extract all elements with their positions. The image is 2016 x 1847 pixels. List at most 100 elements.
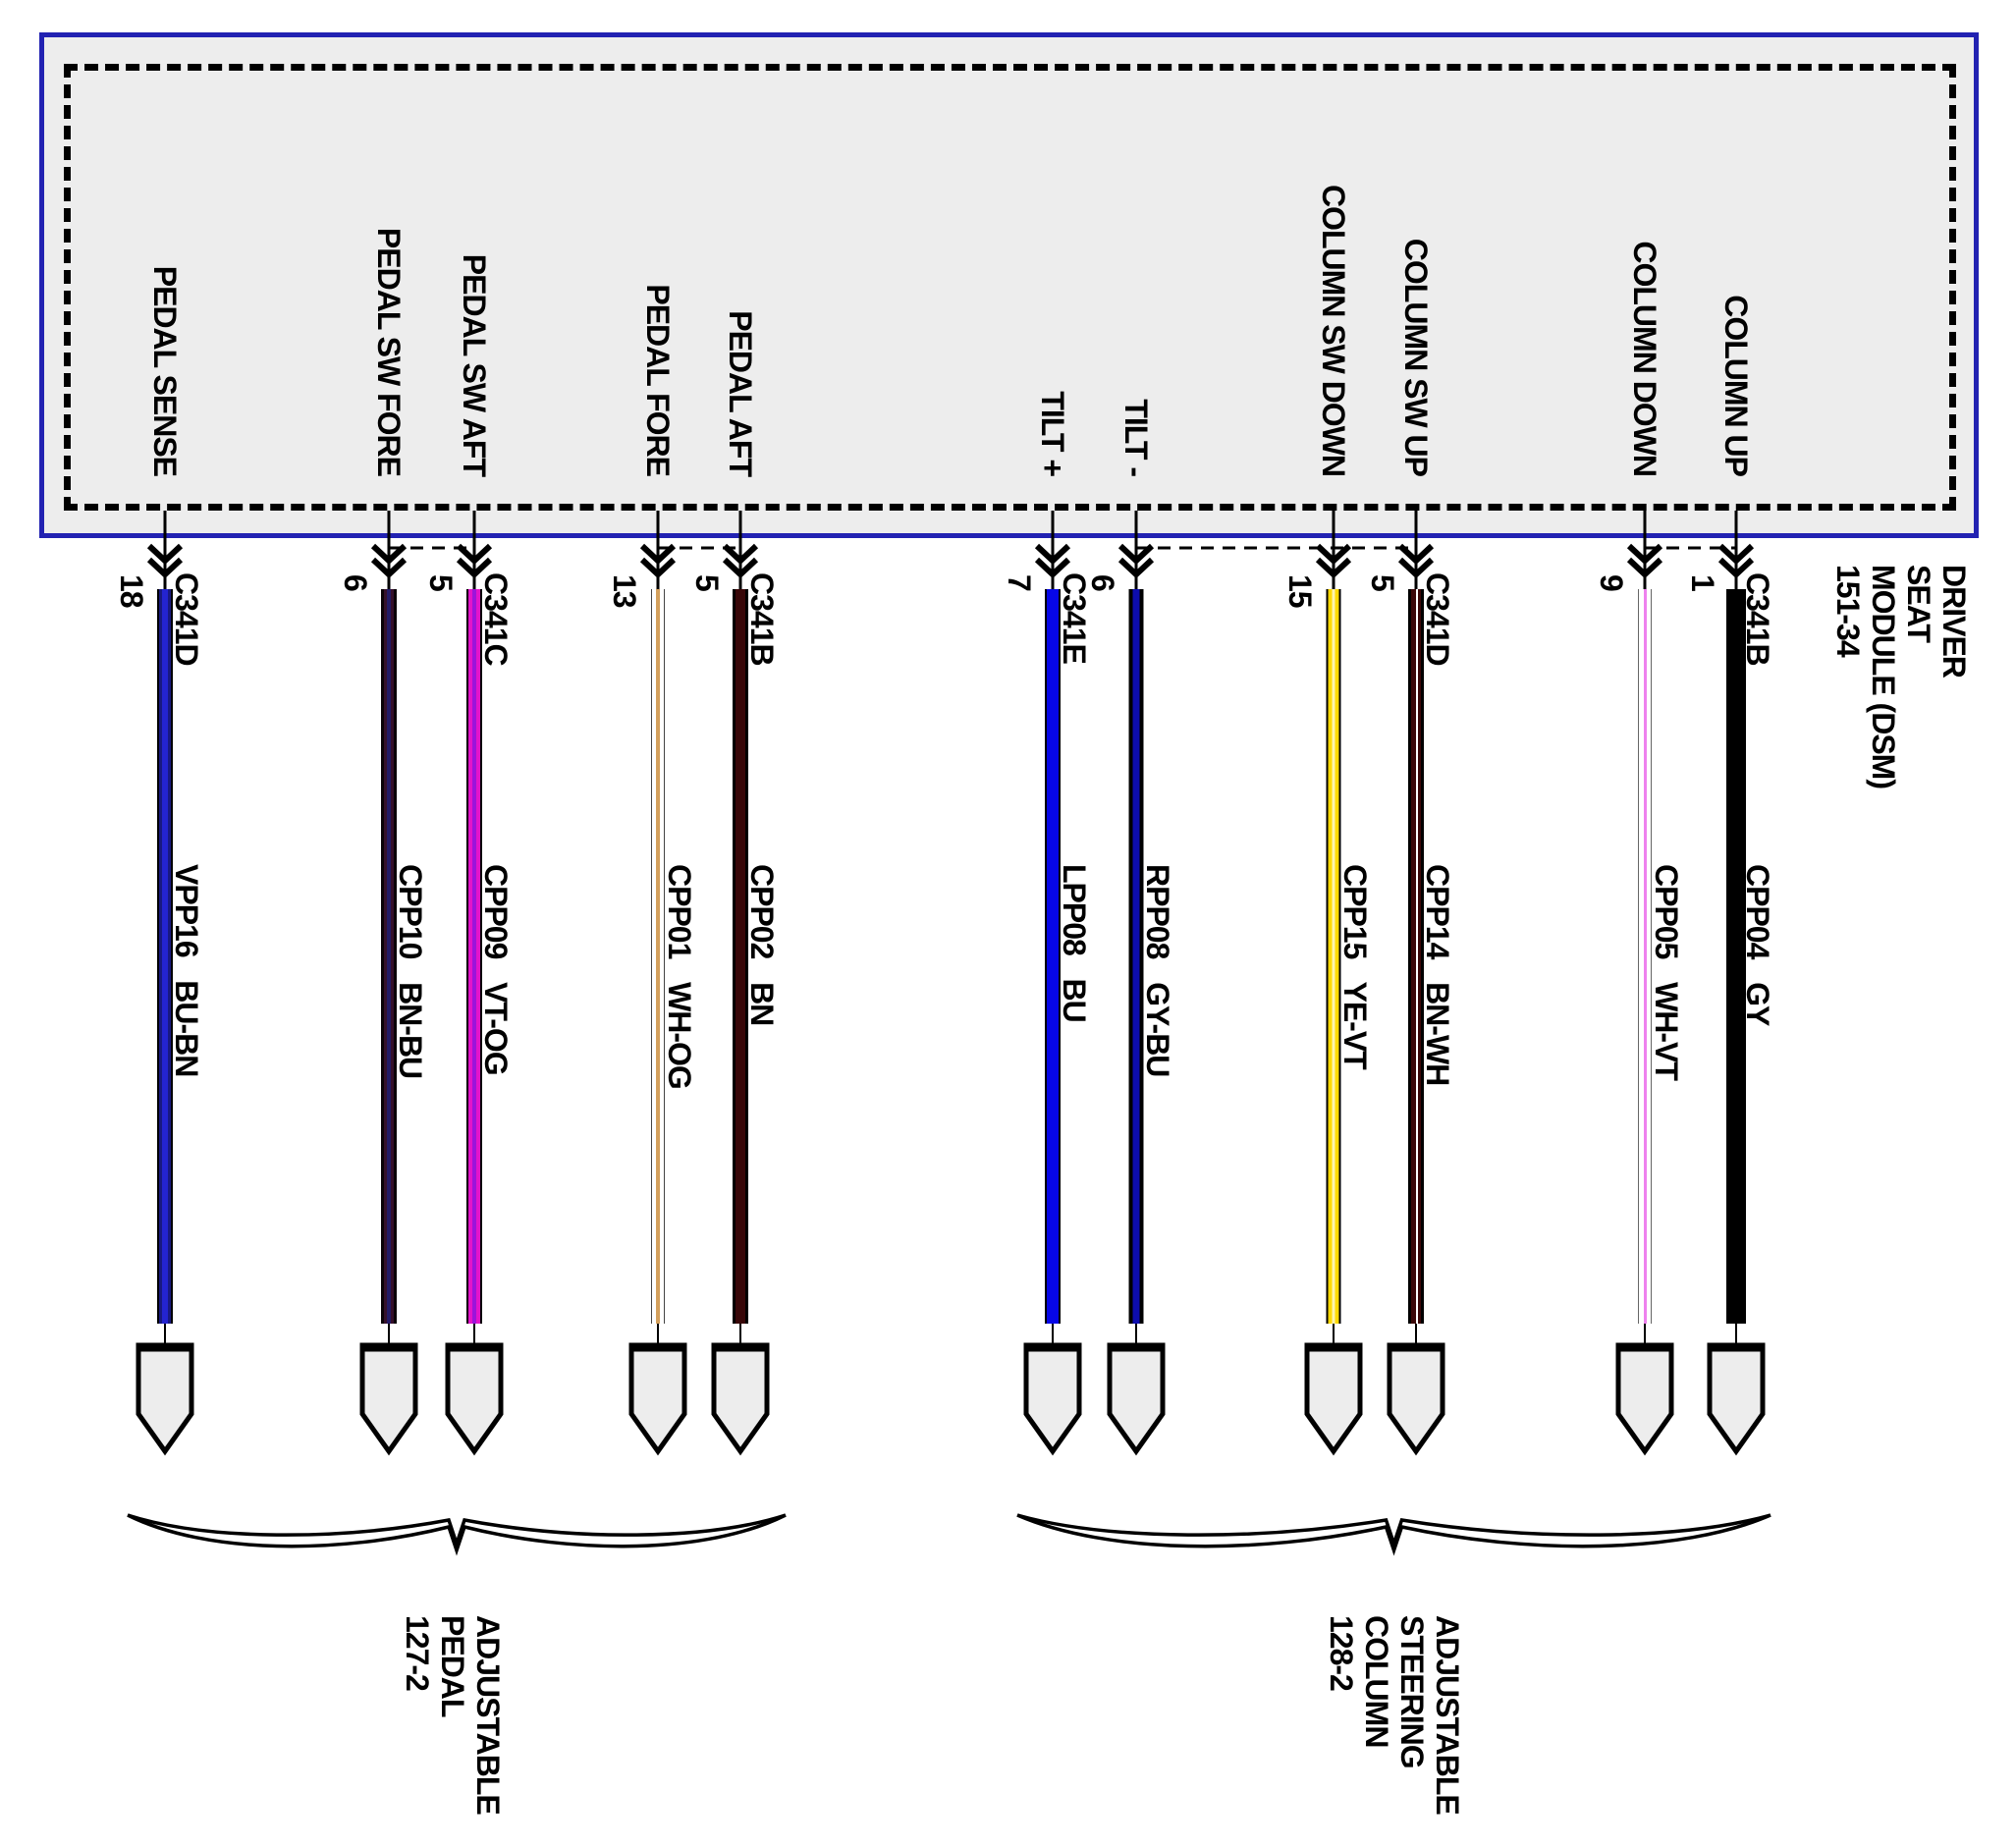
wire-bar xyxy=(162,589,168,1324)
signal-label: PEDAL SENSE xyxy=(147,265,183,476)
pin-terminal xyxy=(1304,1342,1363,1456)
circuit-label: CPP04 GY xyxy=(1740,864,1775,1026)
wire-bar xyxy=(664,589,665,1324)
wire-bar xyxy=(1128,589,1133,1324)
wire-bar xyxy=(1639,589,1644,1324)
wire-bar xyxy=(384,589,387,1324)
wire-bar xyxy=(1651,589,1652,1324)
connector-arrow-icon xyxy=(639,543,677,566)
wire-bar xyxy=(480,589,482,1324)
pin-number: 6 xyxy=(338,574,373,591)
connector-arrow-icon xyxy=(722,557,759,579)
wire-bar xyxy=(1338,589,1341,1324)
wire-bar xyxy=(1045,589,1047,1324)
pin-number: 1 xyxy=(1685,574,1720,591)
connector-label: C341B xyxy=(744,572,780,666)
pin-number: 15 xyxy=(1282,574,1318,608)
wire-bar xyxy=(387,589,391,1324)
signal-label: PEDAL SW AFT xyxy=(457,253,492,476)
signal-label: COLUMN UP xyxy=(1718,295,1754,476)
connector-arrow-icon xyxy=(1397,557,1435,579)
wire-bar xyxy=(157,589,159,1324)
pin-terminal xyxy=(1707,1342,1766,1456)
pin-terminal xyxy=(1107,1342,1166,1456)
pin-number: 7 xyxy=(1002,574,1037,591)
signal-label: TILT + xyxy=(1035,391,1070,476)
signal-label: PEDAL SW FORE xyxy=(371,227,407,476)
circuit-label: CPP01 WH-OG xyxy=(662,864,697,1089)
connector-arrow-icon xyxy=(1717,557,1755,579)
wire-bar xyxy=(171,589,173,1324)
signal-label: COLUMN SW UP xyxy=(1398,238,1434,476)
wire-bar xyxy=(466,589,468,1324)
connector-arrow-icon xyxy=(1397,543,1435,566)
signal-label: COLUMN DOWN xyxy=(1627,241,1662,476)
wire-bar xyxy=(660,589,664,1324)
wire-bar xyxy=(1332,589,1335,1324)
signal-label: COLUMN SW DOWN xyxy=(1316,184,1351,476)
wire-bar xyxy=(381,589,384,1324)
wire-bar xyxy=(1408,589,1411,1324)
connector-arrow-icon xyxy=(456,557,493,579)
wire-bar xyxy=(1638,589,1639,1324)
wire-bar xyxy=(1421,589,1424,1324)
wire-bar xyxy=(1139,589,1144,1324)
circuit-label: CPP02 BN xyxy=(744,864,780,1026)
pin-terminal xyxy=(711,1342,770,1456)
connector-arrow-icon xyxy=(1626,543,1663,566)
group-label: ADJUSTABLE PEDAL 127-2 xyxy=(400,1615,506,1815)
wire-bar xyxy=(1059,589,1061,1324)
wire-bar xyxy=(391,589,394,1324)
connector-arrow-icon xyxy=(1315,557,1352,579)
wire-bar xyxy=(1644,589,1647,1324)
wire-bar xyxy=(745,589,748,1324)
group-brace xyxy=(1016,1513,1771,1549)
pin-number: 5 xyxy=(689,574,725,591)
connector-arrow-icon xyxy=(370,557,408,579)
wire-bar xyxy=(476,589,480,1324)
connector-arrow-icon xyxy=(1117,543,1155,566)
connector-arrow-icon xyxy=(456,543,493,566)
module-label: DRIVER SEAT MODULE (DSM) 151-34 xyxy=(1830,565,1972,788)
circuit-label: RPP08 GY-BU xyxy=(1140,864,1175,1077)
pin-number: 5 xyxy=(1365,574,1400,591)
connector-arrow-icon xyxy=(1117,557,1155,579)
wire-bar xyxy=(394,589,397,1324)
connector-label: C341D xyxy=(169,572,204,666)
wire-bar xyxy=(656,589,660,1324)
pin-terminal xyxy=(1615,1342,1674,1456)
pin-terminal xyxy=(628,1342,687,1456)
pin-number: 9 xyxy=(1594,574,1629,591)
pin-terminal xyxy=(359,1342,418,1456)
connector-arrow-icon xyxy=(639,557,677,579)
wire-bar xyxy=(1326,589,1329,1324)
signal-label: PEDAL FORE xyxy=(640,284,676,476)
connector-arrow-icon xyxy=(146,543,184,566)
connector-arrow-icon xyxy=(1626,557,1663,579)
wire-bar xyxy=(1132,589,1140,1324)
pin-terminal xyxy=(1023,1342,1082,1456)
connector-arrow-icon xyxy=(1717,543,1755,566)
circuit-label: CPP14 BN-WH xyxy=(1420,864,1455,1086)
wire-bar xyxy=(652,589,656,1324)
pin-terminal xyxy=(445,1342,504,1456)
group-brace xyxy=(127,1513,787,1549)
connector-arrow-icon xyxy=(1034,543,1071,566)
wire-bar xyxy=(1328,589,1333,1324)
connector-label: C341B xyxy=(1740,572,1775,666)
wire-bar xyxy=(736,589,745,1324)
connector-arrow-icon xyxy=(146,557,184,579)
wire-bar xyxy=(468,589,472,1324)
pin-terminal xyxy=(1387,1342,1445,1456)
wire-bar xyxy=(651,589,652,1324)
wire-bar xyxy=(1047,589,1059,1324)
driver-seat-module-box xyxy=(39,32,1979,538)
pin-terminal xyxy=(136,1342,194,1456)
circuit-label: CPP09 VT-OG xyxy=(478,864,514,1075)
connector-arrow-icon xyxy=(722,543,759,566)
signal-label: TILT - xyxy=(1118,399,1154,476)
group-label: ADJUSTABLE STEERING COLUMN 128-2 xyxy=(1324,1615,1465,1815)
circuit-label: CPP05 WH-VT xyxy=(1649,864,1684,1080)
connector-label: C341C xyxy=(478,572,514,666)
pin-number: 5 xyxy=(423,574,459,591)
